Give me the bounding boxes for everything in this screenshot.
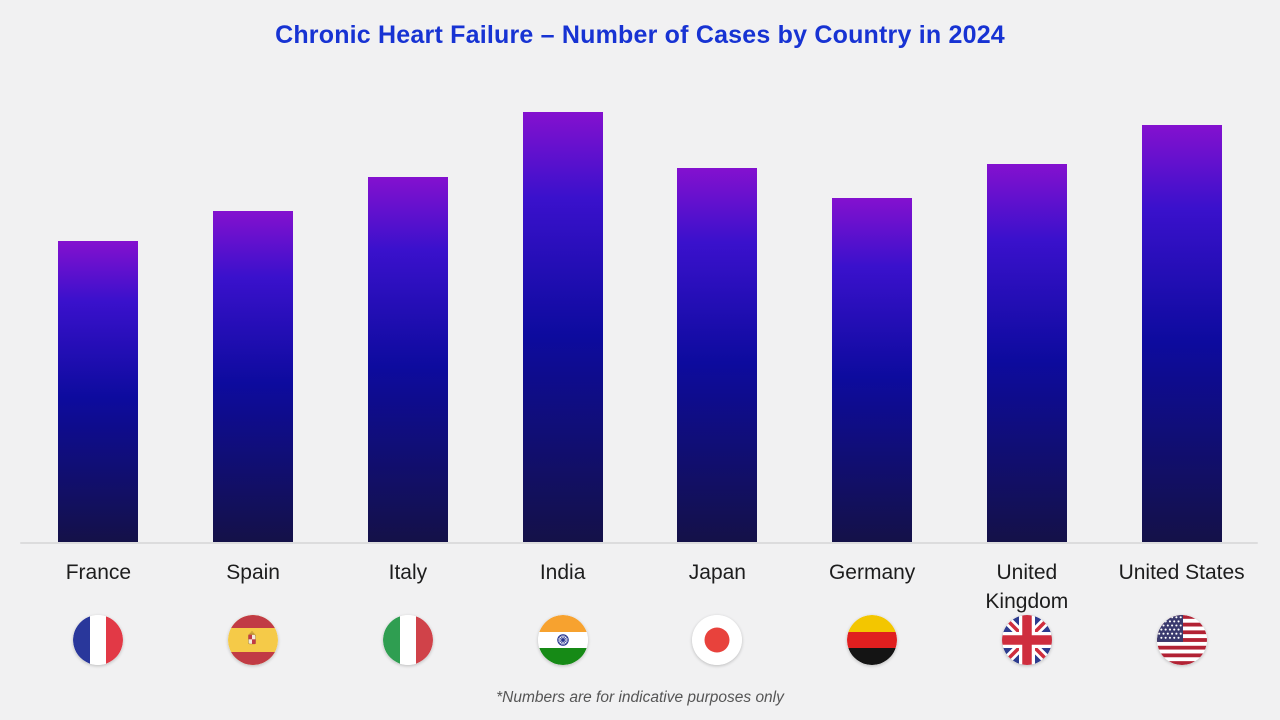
united-kingdom-flag-icon — [1001, 615, 1052, 665]
label-column-united-states: United States — [1104, 558, 1259, 616]
bar-japan — [677, 167, 758, 542]
bar-italy — [367, 176, 448, 542]
country-label-italy: Italy — [388, 561, 428, 584]
label-column-united-kingdom: United Kingdom — [950, 558, 1105, 616]
label-column-japan: Japan — [640, 558, 795, 616]
bar-france — [58, 241, 139, 542]
flag-column-united-states — [1104, 615, 1259, 665]
france-flag-icon — [73, 615, 124, 665]
flag-column-france — [21, 615, 176, 665]
bar-column-france — [21, 112, 176, 542]
flag-column-spain — [176, 615, 331, 665]
chart-title: Chronic Heart Failure – Number of Cases … — [275, 21, 1005, 49]
flags-row — [21, 615, 1259, 665]
india-flag-icon — [537, 615, 588, 665]
bar-united-kingdom — [986, 163, 1067, 542]
bar-column-italy — [331, 112, 486, 542]
label-column-germany: Germany — [795, 558, 950, 616]
label-column-italy: Italy — [331, 558, 486, 616]
spain-flag-icon — [228, 615, 279, 665]
bar-germany — [832, 198, 913, 542]
bar-column-united-states — [1104, 112, 1259, 542]
bar-united-states — [1141, 124, 1222, 542]
label-column-spain: Spain — [176, 558, 331, 616]
label-column-france: France — [21, 558, 176, 616]
flag-column-japan — [640, 615, 795, 665]
united-states-flag-icon — [1156, 615, 1207, 665]
country-label-united-states: United States — [1118, 561, 1245, 584]
italy-flag-icon — [382, 615, 433, 665]
country-label-spain: Spain — [226, 561, 280, 584]
bar-column-japan — [640, 112, 795, 542]
bar-column-spain — [176, 112, 331, 542]
bar-column-germany — [795, 112, 950, 542]
bar-column-india — [485, 112, 640, 542]
labels-row: France Spain Italy India Japan Germany United … — [21, 558, 1259, 616]
x-axis-line — [20, 542, 1258, 544]
country-label-germany: Germany — [828, 561, 916, 584]
footnote: *Numbers are for indicative purposes onl… — [496, 689, 784, 706]
flag-column-germany — [795, 615, 950, 665]
bar-column-united-kingdom — [950, 112, 1105, 542]
japan-flag-icon — [692, 615, 743, 665]
bar-india — [522, 112, 603, 542]
flag-column-united-kingdom — [950, 615, 1105, 665]
bars-row — [21, 112, 1259, 542]
germany-flag-icon — [847, 615, 898, 665]
flag-column-india — [485, 615, 640, 665]
country-label-france: France — [65, 561, 132, 584]
label-column-india: India — [485, 558, 640, 616]
country-label-japan: Japan — [688, 561, 746, 584]
country-label-india: India — [539, 561, 586, 584]
flag-column-italy — [331, 615, 486, 665]
country-label-united-kingdom: United Kingdom — [985, 561, 1069, 613]
bar-spain — [213, 210, 294, 542]
